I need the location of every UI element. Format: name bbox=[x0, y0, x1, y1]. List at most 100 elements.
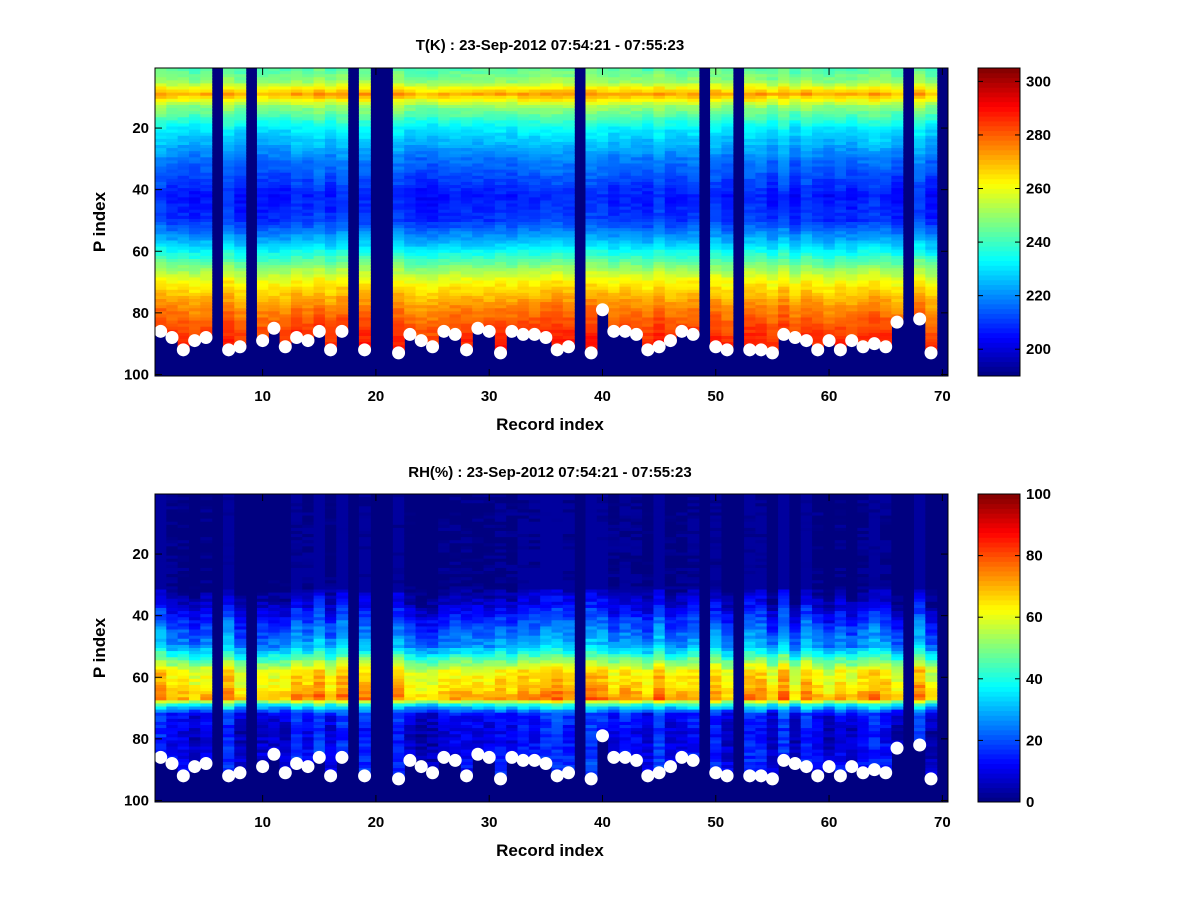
heatmap-cell bbox=[744, 329, 757, 334]
heatmap-cell bbox=[857, 101, 870, 106]
heatmap-cell bbox=[449, 258, 462, 263]
heatmap-cell bbox=[483, 292, 496, 297]
heatmap-cell bbox=[483, 166, 496, 171]
heatmap-cell bbox=[562, 160, 575, 165]
heatmap-cell bbox=[596, 212, 609, 217]
heatmap-cell bbox=[642, 101, 655, 106]
heatmap-cell bbox=[290, 317, 303, 322]
heatmap-cell bbox=[222, 138, 235, 143]
heatmap-cell bbox=[517, 123, 530, 128]
heatmap-cell bbox=[528, 83, 541, 88]
heatmap-cell bbox=[279, 203, 292, 208]
heatmap-cell bbox=[608, 80, 621, 84]
heatmap-cell bbox=[812, 98, 824, 103]
heatmap-cell bbox=[596, 295, 609, 300]
heatmap-cell bbox=[392, 104, 405, 109]
heatmap-cell bbox=[812, 252, 824, 257]
heatmap-cell bbox=[721, 225, 734, 229]
heatmap-cell bbox=[528, 299, 541, 303]
heatmap-cell bbox=[800, 302, 813, 306]
heatmap-cell bbox=[721, 335, 734, 340]
heatmap-cell bbox=[506, 126, 519, 131]
heatmap-cell bbox=[336, 302, 349, 306]
heatmap-cell bbox=[166, 132, 179, 137]
heatmap-cell bbox=[336, 108, 349, 112]
heatmap-cell bbox=[392, 246, 405, 251]
heatmap-cell bbox=[324, 157, 337, 161]
heatmap-cell bbox=[834, 71, 847, 75]
heatmap-cell bbox=[778, 274, 790, 279]
heatmap-cell bbox=[506, 141, 519, 146]
heatmap-cell bbox=[664, 246, 677, 251]
heatmap-cell bbox=[846, 154, 858, 158]
heatmap-cell bbox=[358, 231, 371, 235]
heatmap-cell bbox=[608, 302, 621, 306]
heatmap-cell bbox=[200, 191, 213, 195]
heatmap-cell bbox=[324, 95, 337, 100]
heatmap-cell bbox=[857, 126, 870, 131]
heatmap-cell bbox=[812, 335, 824, 340]
heatmap-cell bbox=[710, 123, 723, 128]
heatmap-cell bbox=[789, 277, 802, 282]
heatmap-cell bbox=[166, 169, 179, 174]
heatmap-cell bbox=[517, 249, 530, 254]
heatmap-cell bbox=[823, 308, 836, 312]
heatmap-cell bbox=[279, 163, 292, 168]
heatmap-cell bbox=[551, 339, 564, 343]
heatmap-cell bbox=[608, 108, 621, 112]
heatmap-cell bbox=[472, 132, 485, 137]
heatmap-cell bbox=[222, 265, 235, 269]
heatmap-cell bbox=[483, 252, 496, 257]
heatmap-cell bbox=[800, 218, 813, 223]
heatmap-cell bbox=[778, 169, 790, 174]
heatmap-cell bbox=[551, 240, 564, 245]
heatmap-cell bbox=[823, 83, 836, 88]
heatmap-cell bbox=[834, 101, 847, 106]
heatmap-cell bbox=[188, 120, 201, 125]
heatmap-cell bbox=[585, 120, 598, 125]
heatmap-cell bbox=[449, 271, 462, 275]
heatmap-cell bbox=[630, 197, 643, 202]
heatmap-cell bbox=[358, 200, 371, 205]
heatmap-cell bbox=[551, 178, 564, 183]
heatmap-cell bbox=[460, 74, 473, 78]
heatmap-cell bbox=[823, 132, 836, 137]
heatmap-cell bbox=[710, 234, 723, 238]
heatmap-cell bbox=[642, 71, 655, 75]
heatmap-cell bbox=[279, 185, 292, 189]
heatmap-cell bbox=[823, 185, 836, 189]
heatmap-cell bbox=[710, 172, 723, 177]
heatmap-cell bbox=[812, 317, 824, 322]
heatmap-cell bbox=[642, 120, 655, 125]
heatmap-cell bbox=[438, 129, 451, 134]
heatmap-cell bbox=[290, 274, 303, 279]
heatmap-cell bbox=[222, 101, 235, 106]
heatmap-cell bbox=[415, 215, 428, 220]
heatmap-cell bbox=[789, 222, 802, 226]
heatmap-cell bbox=[188, 68, 201, 72]
heatmap-cell bbox=[528, 317, 541, 322]
heatmap-cell bbox=[483, 104, 496, 109]
heatmap-cell bbox=[823, 80, 836, 84]
heatmap-cell bbox=[630, 249, 643, 254]
heatmap-cell bbox=[472, 268, 485, 272]
heatmap-cell bbox=[155, 89, 167, 94]
heatmap-cell bbox=[596, 218, 609, 223]
heatmap-cell bbox=[449, 92, 462, 97]
heatmap-cell bbox=[834, 111, 847, 115]
heatmap-cell bbox=[177, 163, 190, 168]
heatmap-cell bbox=[256, 218, 269, 223]
heatmap-cell bbox=[528, 111, 541, 115]
heatmap-cell bbox=[415, 231, 428, 235]
heatmap-cell bbox=[358, 157, 371, 161]
heatmap-cell bbox=[868, 120, 881, 125]
heatmap-cell bbox=[392, 243, 405, 248]
heatmap-cell bbox=[415, 68, 428, 72]
heatmap-cell bbox=[823, 151, 836, 155]
heatmap-cell bbox=[789, 163, 802, 168]
heatmap-cell bbox=[415, 185, 428, 189]
heatmap-cell bbox=[630, 206, 643, 211]
heatmap-cell bbox=[834, 286, 847, 291]
heatmap-cell bbox=[562, 74, 575, 78]
heatmap-cell bbox=[812, 268, 824, 272]
